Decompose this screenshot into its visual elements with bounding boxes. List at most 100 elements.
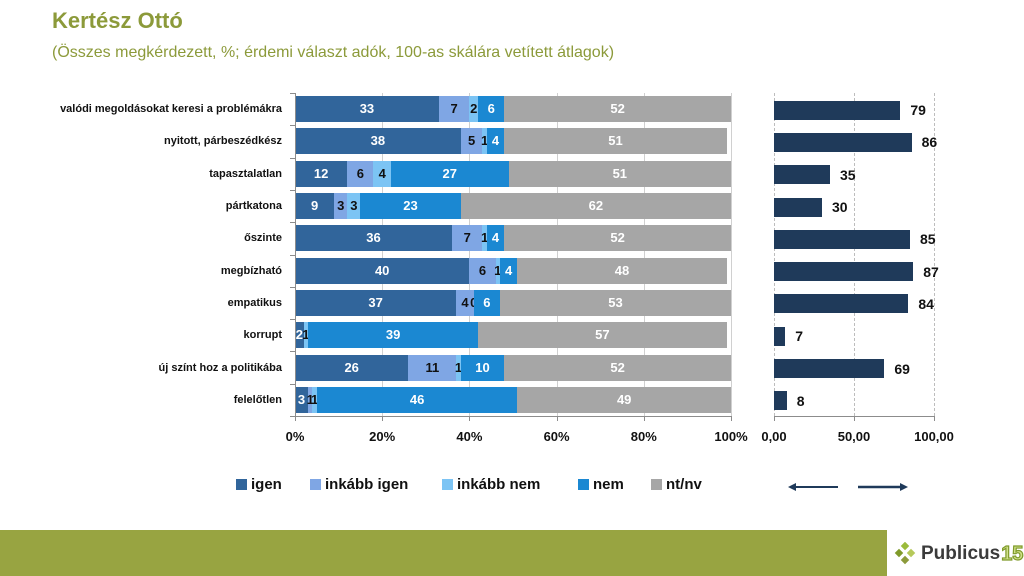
- gridline: [731, 93, 732, 416]
- bar-segment-nem: [360, 193, 461, 220]
- legend-swatch: [236, 478, 247, 490]
- x-tick-label: 100,00: [914, 429, 954, 444]
- x-axis-line: [295, 416, 731, 417]
- x-tick-label: 50,00: [837, 429, 871, 444]
- bar-segment-nem: [486, 225, 505, 252]
- bar-segment-nem: [486, 128, 505, 155]
- legend-label: igen: [251, 475, 282, 493]
- bar-segment-label: 2: [295, 327, 303, 343]
- legend-item: nem: [578, 475, 624, 493]
- bar-segment-label: 1: [306, 391, 314, 407]
- bar-segment-nem: [460, 354, 505, 381]
- bar-segment-label: 4: [491, 133, 500, 149]
- legend-item: inkább nem: [442, 476, 540, 493]
- bar-segment-label: 52: [610, 359, 625, 375]
- x-axis-tick: [556, 416, 558, 421]
- bar-segment-label: 51: [608, 133, 623, 149]
- bar-segment-label: 3: [350, 198, 358, 214]
- bar-segment-label: 3: [337, 198, 345, 214]
- average-value-label: 35: [840, 166, 856, 183]
- x-axis-tick: [774, 416, 775, 421]
- page-title: Kertész Ottó: [52, 8, 183, 33]
- bar-segment-ink-bb-igen: [334, 193, 348, 220]
- bar-segment-label: 6: [483, 294, 491, 310]
- bar-segment-ink-bb-igen: [438, 96, 470, 123]
- y-axis-tick: [290, 157, 295, 159]
- gridline-dashed: [934, 93, 935, 416]
- bar-segment-ink-bb-nem: [456, 354, 461, 381]
- logo-text: Publicus: [921, 543, 1001, 564]
- category-label: nyitott, párbeszédkész: [164, 135, 282, 148]
- bar-segment-label: 33: [359, 101, 375, 117]
- average-value-label: 86: [921, 134, 938, 151]
- x-tick-label: 100%: [714, 429, 748, 444]
- bar-segment-nt-nv: [504, 354, 731, 381]
- bar-segment-ink-bb-nem: [347, 193, 361, 220]
- bar-segment-igen: [295, 322, 304, 349]
- bar-segment-nt-nv: [508, 160, 731, 187]
- arrow-right-icon: [858, 483, 908, 491]
- bar-segment-label: 48: [614, 262, 630, 278]
- y-axis-tick: [290, 93, 295, 94]
- footer-bar: [0, 530, 887, 576]
- category-label: őszinte: [244, 232, 282, 245]
- bar-segment-igen: [295, 160, 348, 187]
- bar-segment-igen: [295, 96, 439, 123]
- x-axis-tick: [854, 416, 855, 421]
- category-label: valódi megoldásokat keresi a problémákra: [60, 103, 282, 116]
- bar-segment-nem: [473, 289, 500, 316]
- bar-segment-nem: [316, 386, 518, 413]
- gridline: [556, 93, 558, 416]
- legend-swatch: [578, 478, 589, 490]
- bar-segment-label: 7: [463, 230, 471, 246]
- average-bar: [774, 132, 912, 152]
- category-label: tapasztalatlan: [209, 167, 282, 180]
- bar-segment-ink-bb-nem: [303, 322, 309, 349]
- x-tick-label: 40%: [456, 429, 483, 444]
- category-label: korrupt: [243, 329, 283, 342]
- average-bar: [774, 326, 786, 346]
- bar-segment-label: 57: [595, 327, 610, 343]
- bar-segment-nt-nv: [504, 128, 727, 155]
- legend-label: nem: [593, 475, 624, 493]
- arrow-left-icon: [788, 483, 838, 491]
- legend-item: igen: [236, 475, 282, 493]
- bar-segment-label: 37: [368, 294, 383, 310]
- bar-segment-label: 1: [310, 391, 319, 407]
- x-tick-label: 80%: [630, 429, 657, 444]
- bar-segment-ink-bb-nem: [482, 225, 487, 252]
- legend-label: nt/nv: [666, 475, 702, 493]
- bar-segment-label: 36: [366, 230, 381, 246]
- bar-segment-label: 10: [475, 359, 490, 375]
- bar-segment-nt-nv: [504, 96, 731, 123]
- logo-number: 15: [1001, 542, 1024, 565]
- bar-segment-ink-bb-nem: [482, 128, 487, 155]
- average-bar: [774, 391, 787, 411]
- bar-segment-label: 39: [385, 327, 401, 343]
- bar-segment-nem: [499, 257, 518, 284]
- bar-segment-label: 52: [610, 230, 625, 246]
- category-label: új színt hoz a politikába: [158, 361, 282, 374]
- average-value-label: 84: [918, 295, 934, 312]
- bar-segment-ink-bb-igen: [451, 225, 483, 252]
- y-axis-tick: [290, 189, 295, 191]
- bar-segment-ink-bb-igen: [347, 160, 374, 187]
- y-axis-tick: [290, 416, 295, 417]
- bar-segment-label: 26: [344, 359, 359, 375]
- bar-segment-label: 1: [302, 327, 310, 343]
- bar-segment-nem: [478, 96, 505, 123]
- bar-segment-label: 1: [481, 133, 489, 149]
- bar-segment-ink-bb-igen: [408, 354, 457, 381]
- y-axis-tick: [290, 319, 295, 321]
- legend-item: nt/nv: [651, 475, 702, 493]
- average-value-label: 79: [910, 102, 926, 119]
- category-label: empatikus: [227, 296, 282, 309]
- bar-segment-label: 49: [616, 391, 632, 407]
- bar-segment-igen: [295, 257, 470, 284]
- gridline: [469, 93, 471, 416]
- average-value-label: 69: [894, 360, 910, 377]
- bar-segment-label: 38: [370, 133, 386, 149]
- bar-segment-label: 53: [608, 294, 623, 310]
- bar-segment-igen: [295, 354, 409, 381]
- average-bar: [774, 294, 909, 314]
